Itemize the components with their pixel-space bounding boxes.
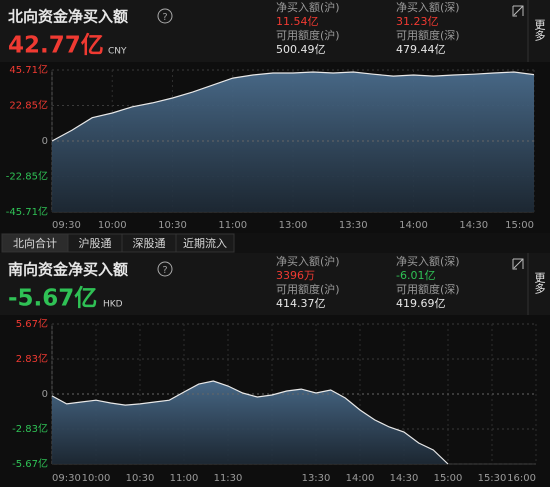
- y-tick-label: 5.67亿: [16, 317, 48, 330]
- y-tick-label: -45.71亿: [6, 205, 48, 218]
- x-tick-label: 14:00: [346, 473, 375, 484]
- x-tick-label: 09:30: [52, 220, 81, 231]
- more-button[interactable]: 更多: [533, 19, 546, 42]
- stat-value: -6.01亿: [396, 269, 435, 282]
- x-tick-label: 09:30: [52, 473, 81, 484]
- y-tick-label: -5.67亿: [12, 457, 48, 470]
- x-tick-label: 15:00: [434, 473, 463, 484]
- stat-value: 500.49亿: [276, 43, 326, 56]
- stat-label: 净买入额(深): [396, 254, 460, 268]
- stat-value: 419.69亿: [396, 297, 446, 310]
- tab-label[interactable]: 北向合计: [13, 236, 57, 250]
- tab[interactable]: [175, 233, 235, 253]
- x-tick-label: 10:00: [82, 473, 111, 484]
- x-tick-label: 15:30: [478, 473, 507, 484]
- expand-icon[interactable]: [512, 258, 524, 270]
- tab-label[interactable]: 沪股通: [79, 236, 112, 250]
- more-button[interactable]: 更多: [533, 272, 546, 295]
- help-icon[interactable]: [157, 8, 173, 24]
- south-title: 南向资金净买入额: [8, 261, 128, 279]
- stat-label: 净买入额(沪): [276, 254, 340, 268]
- line: [51, 380, 449, 465]
- stat-label: 可用额度(沪): [276, 28, 340, 42]
- north-net: 42.77亿: [8, 33, 104, 59]
- stat-value: 31.23亿: [396, 15, 439, 28]
- line: [51, 71, 535, 142]
- tab-label[interactable]: 近期流入: [183, 236, 227, 250]
- stat-label: 可用额度(沪): [276, 282, 340, 296]
- stat-label: 净买入额(沪): [276, 0, 340, 14]
- y-tick-label: 22.85亿: [9, 99, 48, 112]
- x-tick-label: 14:30: [459, 220, 488, 231]
- x-tick-label: 13:30: [302, 473, 331, 484]
- y-tick-label: -2.83亿: [12, 422, 48, 435]
- help-icon[interactable]: [157, 261, 173, 277]
- help-icon-text[interactable]: ?: [162, 12, 167, 23]
- stat-value: 479.44亿: [396, 43, 446, 56]
- x-tick-label: 10:30: [158, 220, 187, 231]
- y-tick-label: 2.83亿: [16, 352, 48, 365]
- y-tick-label: -22.85亿: [6, 169, 48, 182]
- help-icon-text[interactable]: ?: [162, 265, 167, 276]
- north-title: 北向资金净买入额: [8, 8, 128, 26]
- x-tick-label: 14:30: [390, 473, 419, 484]
- stat-value: 414.37亿: [276, 297, 326, 310]
- stat-value: 11.54亿: [276, 15, 319, 28]
- stat-label: 净买入额(深): [396, 0, 460, 14]
- north-header: [0, 0, 550, 62]
- x-tick-label: 11:00: [170, 473, 199, 484]
- x-tick-label: 11:00: [218, 220, 247, 231]
- y-tick-label: 0: [42, 136, 48, 147]
- area-fill: [52, 72, 534, 212]
- stat-label: 可用额度(深): [396, 282, 460, 296]
- south-currency: HKD: [103, 300, 123, 310]
- x-tick-label: 10:00: [98, 220, 127, 231]
- x-tick-label: 10:30: [126, 473, 155, 484]
- south-header: [0, 253, 550, 315]
- tab-label[interactable]: 深股通: [133, 237, 166, 250]
- y-tick-label: 0: [42, 389, 48, 400]
- north-currency: CNY: [108, 47, 127, 57]
- x-tick-label: 13:30: [339, 220, 368, 231]
- x-tick-label: 16:00: [507, 473, 536, 484]
- x-tick-label: 13:00: [279, 220, 308, 231]
- stat-value: 3396万: [276, 269, 315, 282]
- south-net: -5.67亿: [8, 286, 97, 312]
- x-tick-label: 15:00: [505, 220, 534, 231]
- x-tick-label: 11:30: [214, 473, 243, 484]
- x-tick-label: 14:00: [399, 220, 428, 231]
- y-tick-label: 45.71亿: [9, 63, 48, 76]
- expand-icon[interactable]: [512, 5, 524, 17]
- stat-label: 可用额度(深): [396, 28, 460, 42]
